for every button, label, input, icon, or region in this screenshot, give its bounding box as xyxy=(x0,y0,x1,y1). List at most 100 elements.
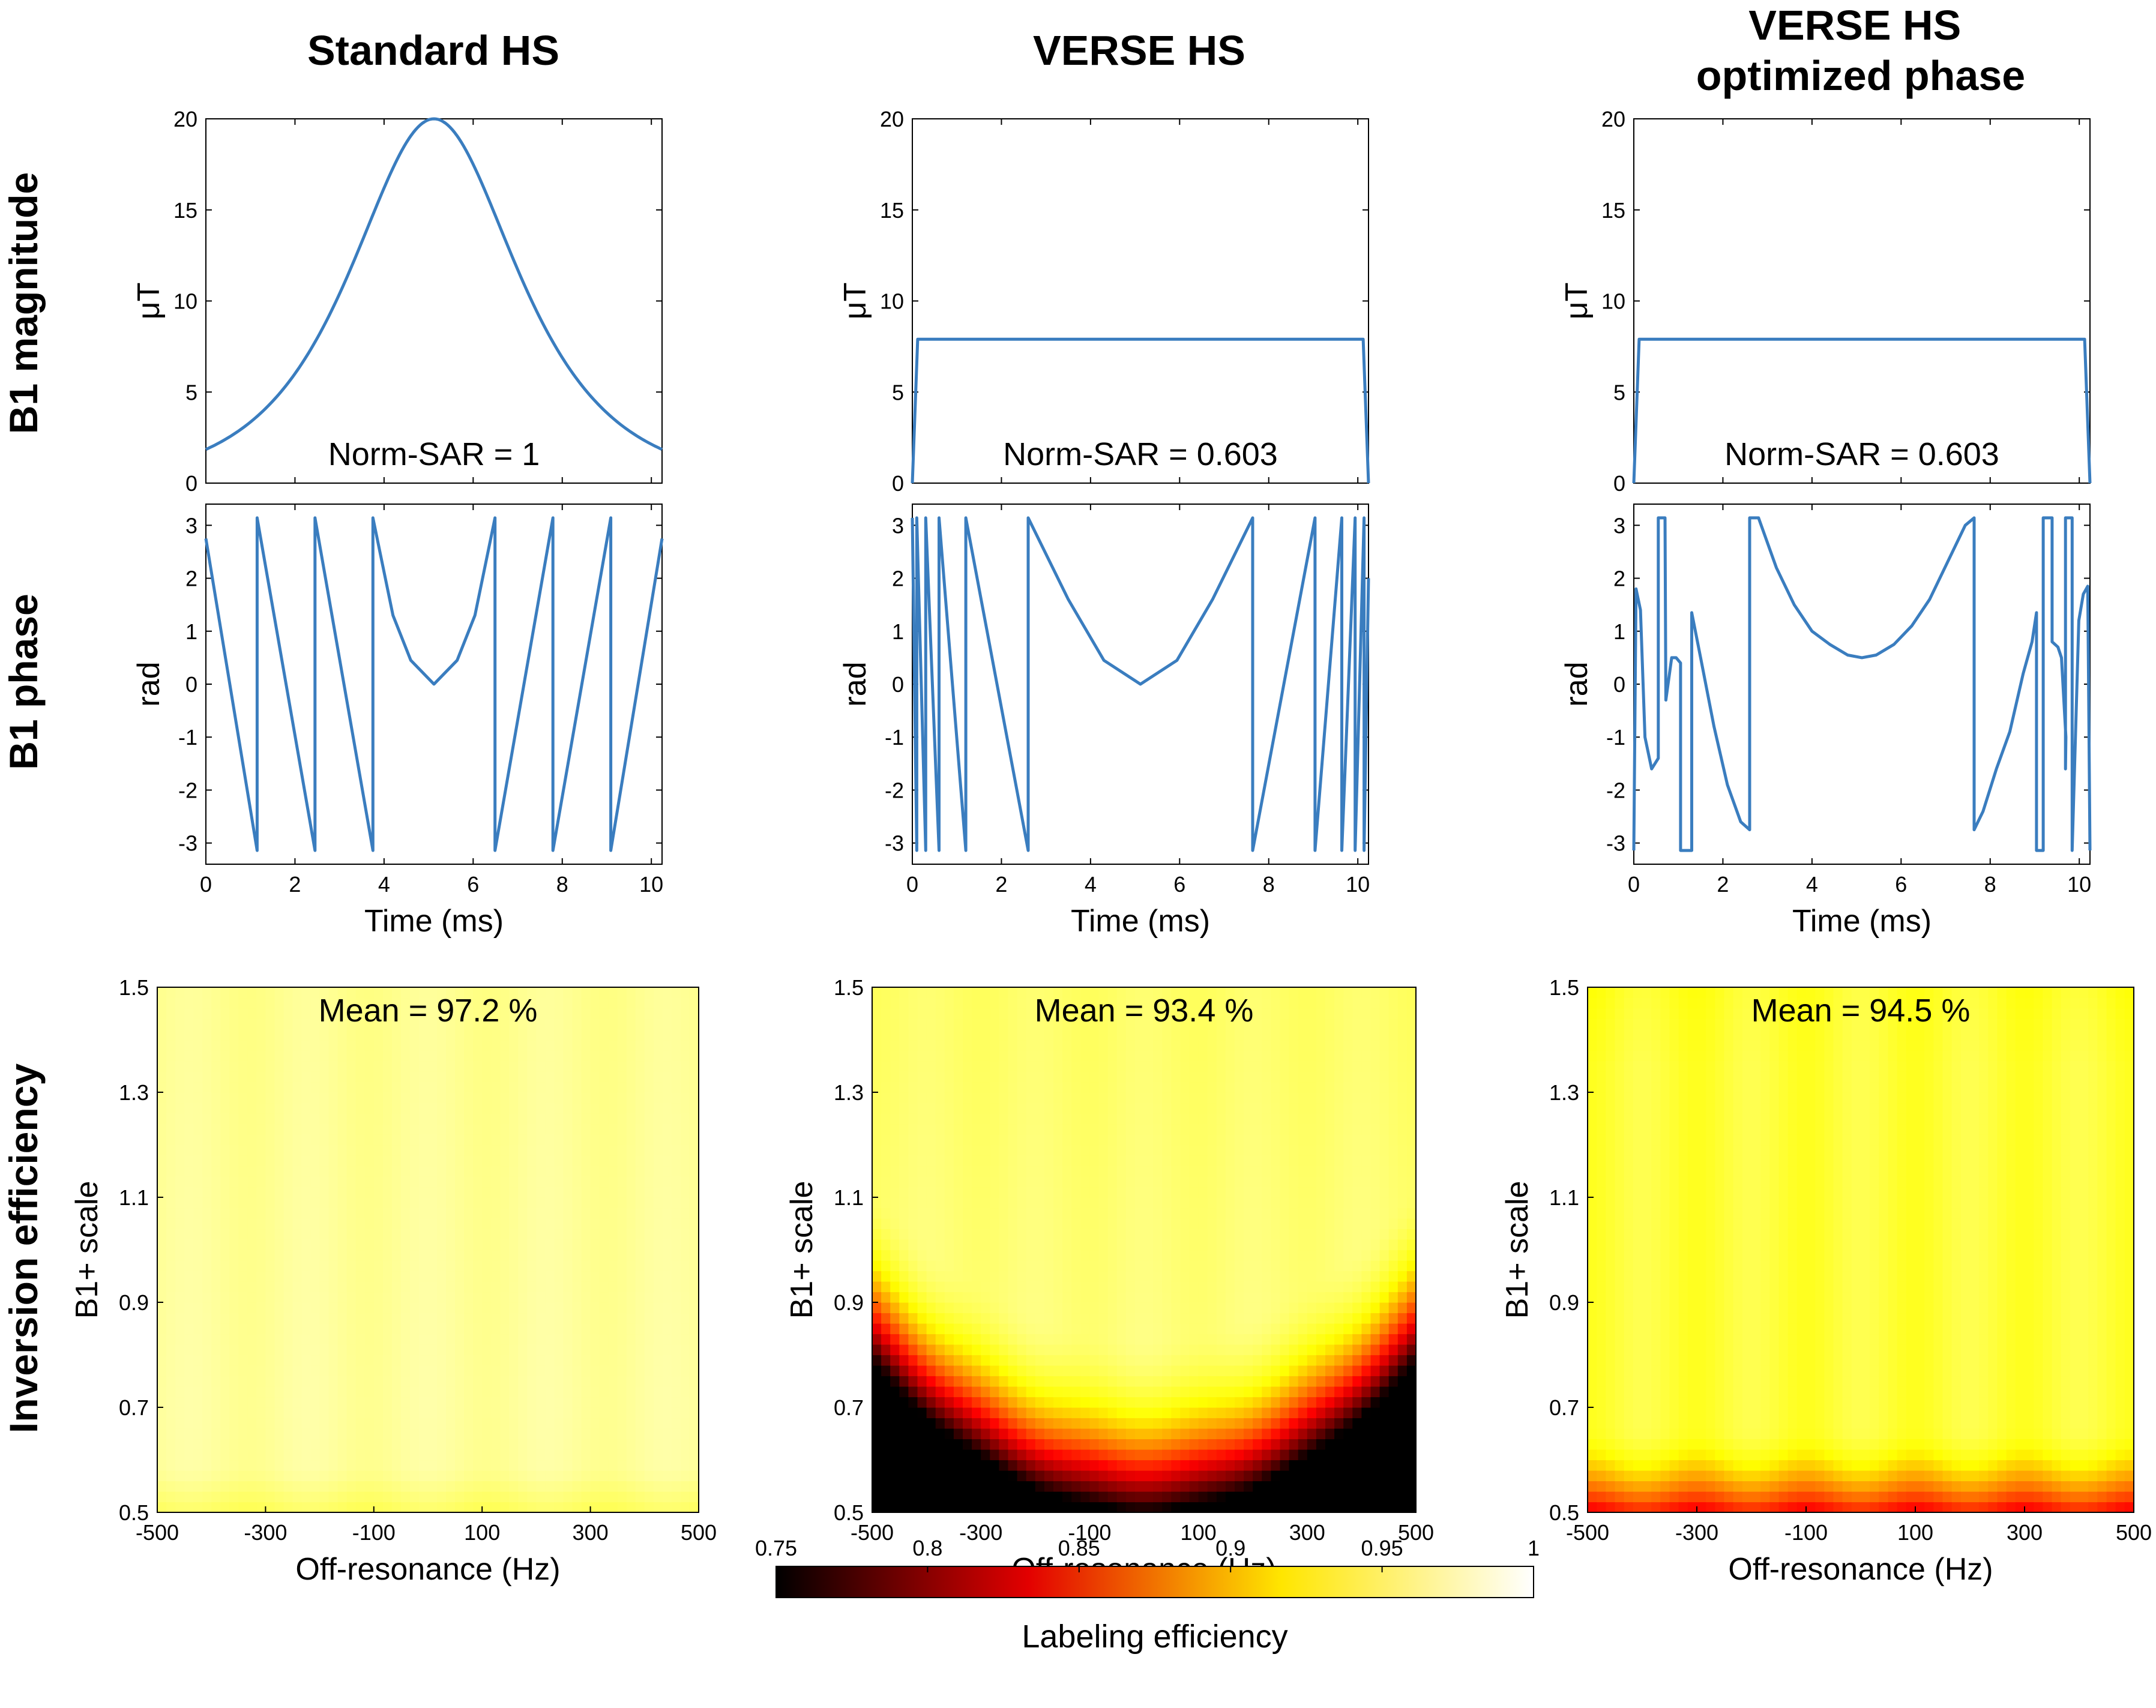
heatmap-cell xyxy=(563,1281,573,1293)
heatmap-cell xyxy=(653,1270,663,1282)
heatmap-cell xyxy=(527,1008,537,1020)
heatmap-cell xyxy=(1026,1365,1036,1377)
heatmap-cell xyxy=(229,1344,239,1356)
heatmap-cell xyxy=(455,1239,465,1251)
heatmap-cell xyxy=(1125,1176,1136,1188)
heatmap-cell xyxy=(872,1491,882,1503)
heatmap-cell xyxy=(1144,1502,1154,1513)
heatmap-cell xyxy=(935,1029,945,1041)
heatmap-cell xyxy=(355,1249,366,1261)
heatmap-cell xyxy=(653,1123,663,1135)
heatmap-cell xyxy=(220,1228,230,1240)
heatmap-cell xyxy=(283,1155,294,1167)
heatmap-cell xyxy=(1026,1481,1036,1492)
heatmap-cell xyxy=(590,1470,600,1482)
heatmap-cell xyxy=(193,1449,203,1461)
heatmap-cell xyxy=(890,1060,900,1072)
heatmap-cell xyxy=(1144,1365,1154,1377)
heatmap-cell xyxy=(464,1123,474,1135)
heatmap-cell xyxy=(653,1449,663,1461)
heatmap-cell xyxy=(364,1113,375,1125)
heatmap-cell xyxy=(599,1407,609,1419)
heatmap-cell xyxy=(437,1081,447,1093)
heatmap-cell xyxy=(166,1207,176,1219)
heatmap-cell xyxy=(1035,1302,1045,1314)
heatmap-cell xyxy=(319,1397,330,1408)
heatmap-cell xyxy=(563,1228,573,1240)
heatmap-cell xyxy=(881,1029,891,1041)
heatmap-cell xyxy=(935,1439,945,1450)
heatmap-cell xyxy=(935,1176,945,1188)
heatmap-cell xyxy=(400,997,411,1009)
heatmap-cell xyxy=(1008,1123,1018,1135)
heatmap-cell xyxy=(157,1491,167,1503)
heatmap-cell xyxy=(446,1207,456,1219)
heatmap-cell xyxy=(211,1407,221,1419)
heatmap-cell xyxy=(536,1460,546,1471)
heatmap-cell xyxy=(1134,1481,1145,1492)
heatmap-cell xyxy=(527,1081,537,1093)
heatmap-cell xyxy=(626,1165,636,1177)
heatmap-cell xyxy=(373,1113,384,1125)
series-line xyxy=(1632,516,2092,852)
heatmap-cell xyxy=(464,1491,474,1503)
heatmap-cell xyxy=(1125,1029,1136,1041)
heatmap-cell xyxy=(1008,1449,1018,1461)
heatmap-cell xyxy=(662,1239,672,1251)
heatmap-cell xyxy=(908,1018,918,1030)
heatmap-cell xyxy=(590,1071,600,1083)
heatmap-cell xyxy=(617,1302,627,1314)
heatmap-cell xyxy=(455,1355,465,1366)
heatmap-cell xyxy=(473,1197,483,1209)
heatmap-cell xyxy=(1053,1260,1063,1272)
norm-sar-annotation: Norm-SAR = 0.603 xyxy=(1003,436,1278,472)
y-tick-label: 3 xyxy=(892,513,904,538)
heatmap-cell xyxy=(1107,1491,1118,1503)
x-tick-label: 0 xyxy=(200,872,212,897)
heatmap-cell xyxy=(536,1207,546,1219)
heatmap-cell xyxy=(671,1355,681,1366)
heatmap-cell xyxy=(464,1365,474,1377)
heatmap-cell xyxy=(881,1207,891,1219)
heatmap-cell xyxy=(599,1449,609,1461)
heatmap-cell xyxy=(536,1502,546,1513)
heatmap-cell xyxy=(157,1407,167,1419)
heatmap-cell xyxy=(301,1313,312,1324)
heatmap-cell xyxy=(1134,1334,1145,1345)
column-title-verse-optimized-line2: optimized phase xyxy=(1696,52,2025,99)
heatmap-cell xyxy=(608,1386,618,1398)
heatmap-cell xyxy=(1062,1376,1072,1387)
heatmap-cell xyxy=(292,1165,303,1177)
heatmap-cell xyxy=(518,997,528,1009)
heatmap-cell xyxy=(1116,1397,1127,1408)
heatmap-cell xyxy=(473,997,483,1009)
heatmap-cell xyxy=(1035,1292,1045,1303)
heatmap-cell xyxy=(193,1165,203,1177)
heatmap-cell xyxy=(572,1376,582,1387)
heatmap-cell xyxy=(409,1270,420,1282)
heatmap-cell xyxy=(1080,1302,1090,1314)
heatmap-cell xyxy=(972,1113,981,1125)
heatmap-cell xyxy=(283,1239,294,1251)
heatmap-cell xyxy=(292,987,303,999)
heatmap-cell xyxy=(1098,1470,1109,1482)
heatmap-cell xyxy=(617,1407,627,1419)
heatmap-cell xyxy=(671,1018,681,1030)
heatmap-cell xyxy=(265,987,276,999)
heatmap-cell xyxy=(926,1344,936,1356)
heatmap-cell xyxy=(1180,1355,1190,1366)
heatmap-cell xyxy=(1062,1060,1072,1072)
heatmap-cell xyxy=(563,1302,573,1314)
heatmap-cell xyxy=(1116,1134,1127,1146)
heatmap-cell xyxy=(319,1134,330,1146)
heatmap-cell xyxy=(626,1207,636,1219)
heatmap-cell xyxy=(599,1302,609,1314)
heatmap-cell xyxy=(872,1334,882,1345)
heatmap-cell xyxy=(1035,1386,1045,1398)
heatmap-cell xyxy=(1116,1081,1127,1093)
heatmap-cell xyxy=(391,1260,402,1272)
heatmap-cell xyxy=(881,1491,891,1503)
heatmap-cell xyxy=(653,1081,663,1093)
heatmap-cell xyxy=(1026,1281,1036,1293)
